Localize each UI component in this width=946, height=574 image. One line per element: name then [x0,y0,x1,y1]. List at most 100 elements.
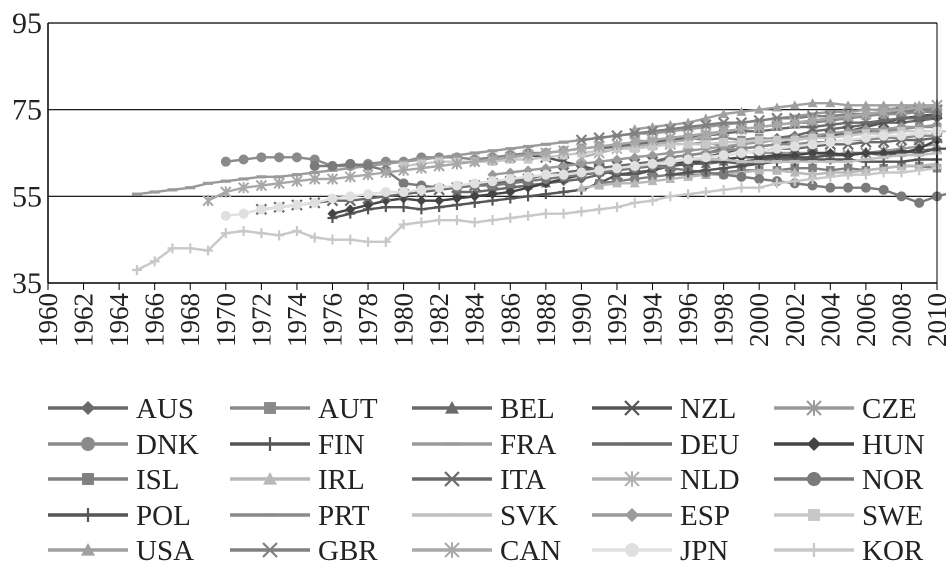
legend-item-hun: HUN [774,429,925,461]
x-tick-label: 1974 [282,293,312,348]
legend-label: HUN [862,429,925,461]
series-lines [131,98,946,275]
data-point [700,125,711,129]
x-tick-label: 1984 [460,293,490,348]
x-tick-label: 1964 [104,293,134,348]
data-point [624,471,640,487]
data-point [540,142,551,146]
data-point [558,187,569,197]
data-point [914,197,925,208]
data-point [683,189,694,200]
data-point [81,543,95,556]
data-point [718,150,729,161]
data-point [202,194,214,207]
series-line [670,134,937,159]
data-point [167,188,178,192]
data-point [647,176,658,186]
data-point [451,193,462,204]
data-point [398,202,409,213]
legend-label: DEU [680,429,740,461]
legend-item-nld: NLD [592,464,740,496]
legend-item-esp: ESP [592,500,730,532]
data-point [575,142,588,155]
legend-label: USA [136,535,194,567]
data-point [807,472,821,486]
data-point [380,187,391,197]
data-point [345,158,356,169]
data-point [842,110,854,122]
data-point [558,140,569,144]
data-point [398,160,409,164]
legend-label: IRL [318,464,365,496]
data-point [540,169,551,180]
data-point [736,182,747,193]
data-point [274,230,285,241]
data-point [914,165,925,176]
data-point [666,140,675,149]
data-point [504,151,516,164]
data-point [754,145,765,156]
data-point [434,195,445,206]
data-point [523,171,534,182]
data-point [843,100,854,110]
data-point [444,471,460,487]
data-point [505,174,516,184]
data-point [789,176,800,187]
data-point [185,243,196,254]
data-point [611,154,622,165]
data-point [754,104,765,114]
data-point [505,187,516,197]
data-point [771,165,782,175]
data-point [291,152,302,163]
data-point [611,129,623,142]
legend-item-swe: SWE [774,500,923,532]
data-point [718,123,729,127]
data-point [625,442,639,446]
data-point [238,226,249,236]
data-point [576,206,587,217]
data-point [825,110,836,114]
data-point [256,175,267,179]
x-tick-label: 2004 [815,293,845,348]
series-jpn [220,126,942,221]
data-point [753,121,765,133]
data-point [309,197,320,208]
data-point [718,184,729,195]
data-point [628,127,641,140]
data-point [700,113,711,123]
data-point [914,116,925,120]
data-point [646,134,659,146]
data-point [594,156,605,167]
legend-label: ISL [136,464,180,496]
data-point [754,174,765,184]
data-point [664,132,677,144]
data-point [665,169,676,180]
legend-label: NLD [680,464,740,496]
data-point [717,125,730,138]
data-point [576,182,587,192]
data-point [754,160,765,164]
y-tick-label: 95 [12,7,42,40]
data-point [593,140,605,153]
data-point [263,472,277,485]
data-point [825,98,836,108]
data-point [808,133,817,143]
data-point [629,152,640,163]
data-point [487,149,498,153]
legend-item-isl: ISL [48,464,180,496]
data-point [629,178,640,188]
data-point [220,228,231,239]
data-point [665,191,676,202]
data-point [540,147,552,159]
data-point [220,156,231,167]
x-tick-label: 1990 [566,293,596,347]
data-point [594,204,605,215]
data-point [878,184,889,195]
data-point [291,173,302,177]
data-point [771,102,782,112]
data-point [451,153,462,157]
data-point [825,171,836,182]
data-point [445,513,459,517]
x-tick-label: 1992 [602,293,632,347]
